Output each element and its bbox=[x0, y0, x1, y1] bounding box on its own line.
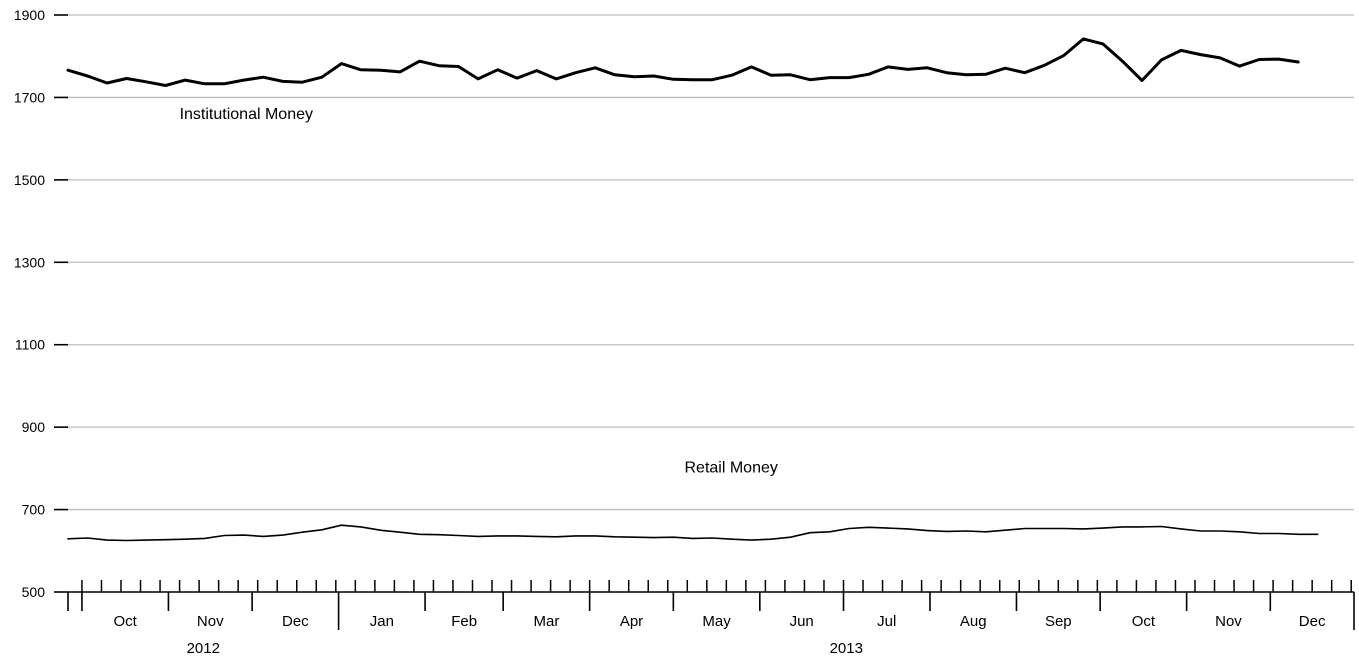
y-tick-label: 1700 bbox=[14, 89, 45, 105]
series-line-1 bbox=[67, 524, 1319, 542]
month-label: Dec bbox=[282, 613, 309, 630]
y-tick-label: 500 bbox=[22, 584, 46, 600]
month-label: Aug bbox=[960, 613, 987, 630]
x-axis: Oct Nov Dec Jan Feb Mar Apr May Jun Jul Aug Sep Oct N… bbox=[67, 580, 1355, 657]
series-labels: Institutional Money Retail Money bbox=[180, 106, 778, 477]
month-label: Mar bbox=[533, 613, 559, 630]
y-axis: 500 700 900 1100 1300 1500 1700 1900 bbox=[14, 7, 68, 600]
y-tick-label: 900 bbox=[22, 419, 46, 435]
y-tick-label: 1300 bbox=[14, 254, 45, 270]
month-label: Sep bbox=[1045, 613, 1072, 630]
month-label: Apr bbox=[620, 613, 643, 630]
gridlines bbox=[68, 14, 1354, 511]
month-label: Jun bbox=[790, 613, 814, 630]
series-line-0 bbox=[66, 37, 1300, 87]
month-label: Dec bbox=[1299, 613, 1326, 630]
y-tick-label: 1100 bbox=[15, 337, 45, 353]
month-label: Feb bbox=[451, 613, 477, 630]
year-label: 2013 bbox=[830, 640, 863, 657]
month-label: Jan bbox=[370, 613, 394, 630]
y-tick-label: 700 bbox=[22, 502, 46, 518]
month-label: Nov bbox=[197, 613, 224, 630]
month-label: May bbox=[702, 613, 731, 630]
month-label: Oct bbox=[1132, 613, 1156, 630]
month-label: Oct bbox=[114, 613, 138, 630]
month-label: Nov bbox=[1215, 613, 1242, 630]
y-tick-label: 1900 bbox=[14, 7, 45, 23]
series-label: Institutional Money bbox=[180, 106, 313, 123]
month-label: Jul bbox=[877, 613, 896, 630]
y-tick-label: 1500 bbox=[14, 172, 45, 188]
series-label: Retail Money bbox=[684, 459, 777, 476]
series-lines bbox=[66, 37, 1319, 542]
year-label: 2012 bbox=[187, 640, 220, 657]
